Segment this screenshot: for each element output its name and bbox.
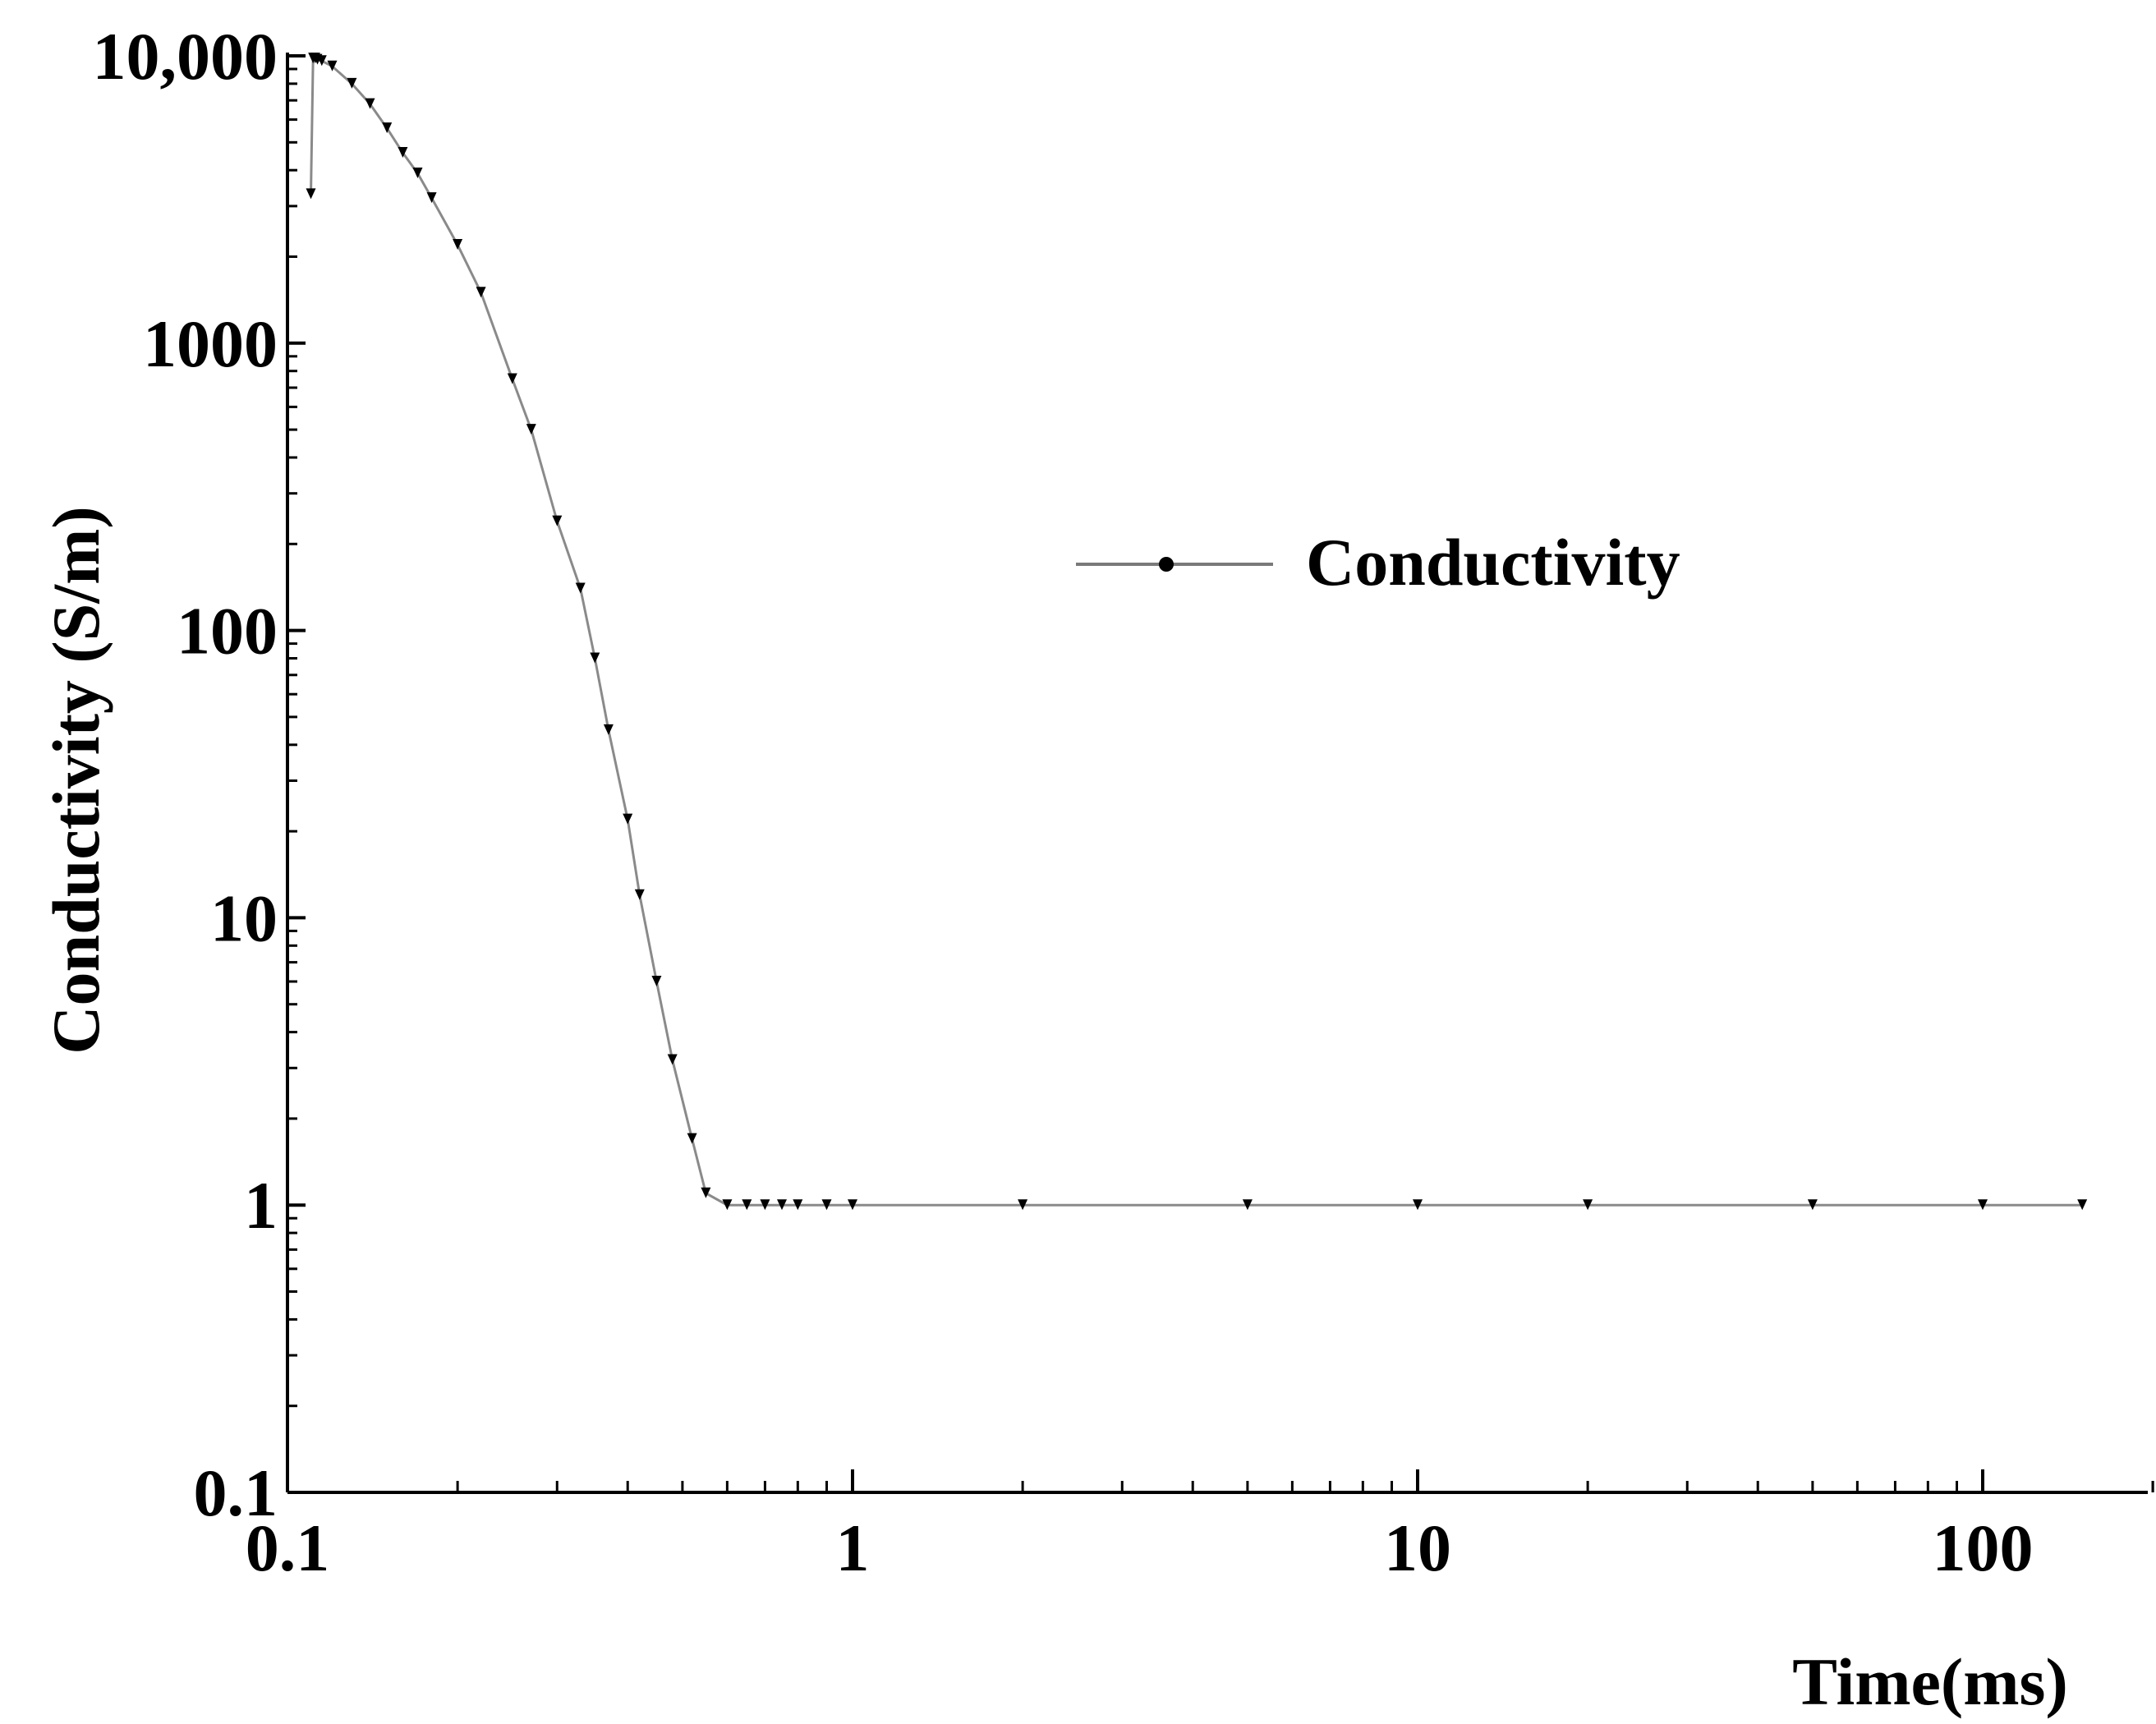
data-point (412, 168, 423, 178)
axes (286, 53, 2148, 1494)
y-tick-label: 1 (244, 1168, 278, 1243)
data-point (1807, 1199, 1818, 1211)
x-tick-label: 10 (1384, 1510, 1451, 1585)
data-point (1583, 1199, 1593, 1211)
data-point (701, 1187, 711, 1198)
x-axis-title: Time(ms) (1792, 1644, 2068, 1719)
data-point (590, 652, 600, 664)
data-point (651, 976, 662, 986)
data-point (327, 60, 338, 71)
y-tick-label: 10 (210, 880, 278, 955)
data-point (526, 424, 536, 435)
data-point (1978, 1199, 1988, 1211)
legend-label: Conductivity (1306, 525, 1680, 600)
data-point (687, 1133, 697, 1144)
data-point (2077, 1199, 2088, 1211)
data-point (476, 287, 486, 298)
data-point (848, 1199, 857, 1211)
y-tick-label: 0.1 (194, 1455, 278, 1530)
legend-marker (1159, 557, 1174, 572)
x-tick-label: 0.1 (246, 1510, 330, 1585)
data-point (306, 188, 316, 200)
data-point (507, 373, 517, 384)
data-point (722, 1199, 733, 1211)
data-point (603, 724, 614, 735)
y-tick-label: 100 (177, 594, 278, 669)
data-point (634, 889, 645, 900)
x-tick-label: 100 (1933, 1510, 2034, 1585)
data-point (793, 1199, 803, 1211)
data-point (1242, 1199, 1253, 1211)
y-tick-label: 1000 (143, 306, 278, 381)
data-point (1413, 1199, 1423, 1211)
data-point (575, 582, 586, 594)
data-point (777, 1199, 787, 1211)
data-point (316, 55, 327, 67)
legend: Conductivity (1076, 525, 1680, 600)
series-conductivity (306, 53, 2088, 1211)
y-tick-label: 10,000 (93, 19, 278, 94)
data-point (347, 77, 357, 89)
data-point (760, 1199, 770, 1211)
data-point (453, 239, 463, 250)
data-point (365, 98, 375, 109)
data-point (623, 813, 633, 825)
data-point (426, 192, 437, 204)
data-point (667, 1054, 678, 1065)
data-point (742, 1199, 752, 1211)
data-point (821, 1199, 832, 1211)
x-tick-label: 1 (836, 1510, 870, 1585)
series-line (310, 57, 2083, 1207)
y-axis-title: Conductivity (S/m) (39, 506, 113, 1054)
data-point (552, 515, 563, 526)
data-point (382, 122, 393, 134)
data-point (398, 147, 408, 158)
axis-ticks: 0.1 1 10 100 1000 10,000 0.1 1 10 100 (93, 19, 2154, 1585)
data-point (1018, 1199, 1028, 1211)
